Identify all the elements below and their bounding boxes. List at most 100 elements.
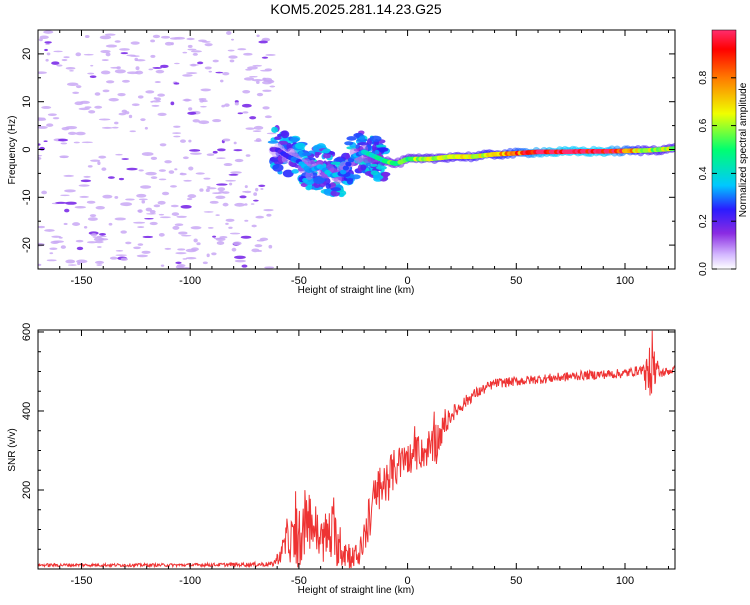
noise-speckle <box>65 67 76 70</box>
noise-speckle <box>245 127 255 130</box>
noise-speckle <box>97 161 101 166</box>
noise-speckle <box>63 174 75 177</box>
noise-speckle <box>262 106 270 110</box>
ridge-segment <box>345 161 352 167</box>
x-tick-label: -100 <box>179 275 201 287</box>
signal-blob <box>374 149 380 156</box>
noise-speckle <box>220 79 224 83</box>
signal-blob <box>338 192 345 198</box>
noise-speckle <box>110 66 120 69</box>
noise-speckle <box>190 50 203 53</box>
colorbar-tick-label: 0.2 <box>698 214 709 228</box>
noise-speckle <box>262 80 272 85</box>
noise-speckle <box>175 261 182 265</box>
noise-speckle <box>145 90 155 94</box>
noise-speckle <box>133 246 141 250</box>
noise-speckle <box>96 264 103 266</box>
noise-speckle <box>234 259 247 263</box>
noise-speckle <box>38 225 46 229</box>
noise-speckle <box>118 112 126 116</box>
signal-blob <box>313 176 325 185</box>
noise-speckle <box>182 74 193 77</box>
colorbar <box>711 29 737 270</box>
noise-speckle <box>251 224 257 228</box>
noise-speckle <box>230 171 242 174</box>
noise-speckle <box>253 199 259 202</box>
noise-speckle <box>38 156 42 160</box>
x-tick-label: 0 <box>405 575 411 587</box>
noise-speckle <box>38 38 43 42</box>
noise-speckle <box>136 254 149 258</box>
noise-speckle <box>78 184 90 187</box>
signal-blob <box>359 135 366 141</box>
noise-speckle <box>65 125 78 130</box>
noise-speckle <box>187 48 197 51</box>
noise-speckle <box>60 142 68 145</box>
noise-speckle <box>198 120 210 125</box>
noise-speckle <box>218 191 225 194</box>
noise-speckle <box>114 217 127 221</box>
noise-speckle <box>252 130 262 132</box>
noise-speckle <box>96 235 107 238</box>
noise-speckle <box>237 48 247 51</box>
noise-speckle <box>75 85 82 89</box>
noise-speckle <box>186 198 193 201</box>
signal-blob <box>375 165 387 170</box>
noise-speckle <box>61 58 68 62</box>
noise-speckle <box>170 185 177 188</box>
noise-speckle <box>68 131 77 135</box>
colorbar-label: Normalized spectral amplitude <box>738 82 749 217</box>
noise-speckle <box>157 200 166 205</box>
signal-blob <box>314 151 320 158</box>
noise-speckle <box>224 103 230 107</box>
noise-speckle <box>249 116 257 120</box>
noise-speckle <box>252 64 262 67</box>
noise-speckle <box>192 52 198 56</box>
noise-speckle <box>55 201 67 204</box>
noise-speckle <box>148 68 154 71</box>
x-tick-label: -100 <box>179 575 201 587</box>
y-tick-label: 20 <box>21 48 33 60</box>
noise-speckle <box>66 82 79 87</box>
noise-speckle <box>250 203 255 205</box>
noise-speckle <box>104 33 116 36</box>
noise-speckle <box>170 204 179 208</box>
y-tick-label: 10 <box>21 96 33 108</box>
noise-speckle <box>171 212 180 216</box>
noise-speckle <box>223 162 233 167</box>
noise-speckle <box>44 48 48 52</box>
noise-speckle <box>137 209 142 213</box>
noise-speckle <box>78 107 90 111</box>
noise-speckle <box>264 266 275 269</box>
noise-speckle <box>53 240 64 243</box>
noise-speckle <box>140 185 152 189</box>
noise-speckle <box>215 71 224 74</box>
noise-speckle <box>72 222 81 226</box>
noise-speckle <box>158 169 166 172</box>
noise-speckle <box>185 72 198 75</box>
noise-speckle <box>266 132 277 135</box>
noise-speckle <box>159 143 167 147</box>
noise-speckle <box>43 140 48 142</box>
noise-speckle <box>154 81 161 83</box>
noise-speckle <box>245 154 251 157</box>
noise-speckle <box>140 118 146 122</box>
noise-speckle <box>193 238 198 243</box>
snr-series-line <box>38 330 675 569</box>
noise-speckle <box>100 70 111 75</box>
noise-speckle <box>160 264 165 267</box>
noise-speckle <box>130 41 140 45</box>
signal-blob <box>344 141 354 146</box>
noise-speckle <box>121 79 130 83</box>
y-tick-label: -10 <box>21 189 33 205</box>
noise-speckle <box>145 207 152 212</box>
noise-speckle <box>88 110 96 114</box>
noise-speckle <box>63 56 70 59</box>
noise-speckle <box>228 226 233 229</box>
noise-speckle <box>234 102 239 106</box>
colorbar-tick-label: 0.4 <box>698 166 709 180</box>
noise-speckle <box>239 195 247 199</box>
noise-speckle <box>256 80 260 85</box>
signal-blob <box>346 136 357 141</box>
noise-speckle <box>182 156 189 160</box>
